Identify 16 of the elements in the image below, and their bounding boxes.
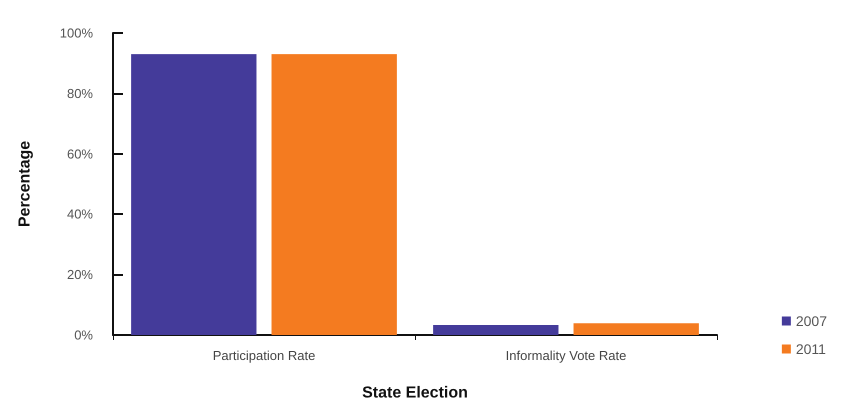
legend-label: 2007 xyxy=(796,313,828,329)
bar xyxy=(574,323,699,335)
y-tick-label: 40% xyxy=(66,206,94,222)
y-tick-label: 80% xyxy=(66,86,94,101)
y-tick-label: 20% xyxy=(66,267,94,282)
y-axis-title: Percentage xyxy=(16,140,34,228)
legend-label: 2011 xyxy=(796,341,826,357)
y-tick-label: 100% xyxy=(60,26,94,40)
x-tick-label: Informality Vote Rate xyxy=(506,348,626,363)
x-tick-label: Participation Rate xyxy=(212,348,316,363)
x-axis-title: State Election xyxy=(362,384,468,402)
y-tick-label: 0% xyxy=(74,328,94,342)
bar xyxy=(131,54,256,335)
bar xyxy=(433,325,558,335)
y-tick-label: 60% xyxy=(66,146,94,162)
bar xyxy=(272,54,397,335)
